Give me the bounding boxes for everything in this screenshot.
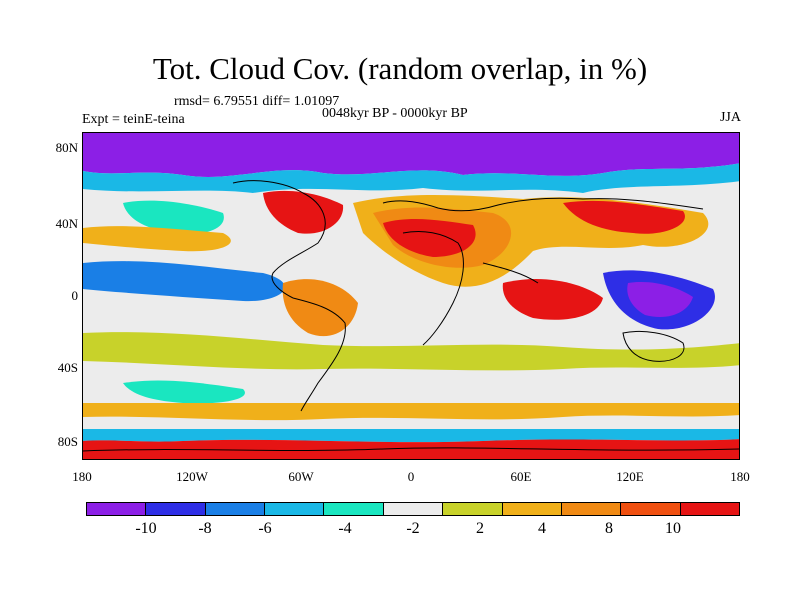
- region-arctic-negative: [83, 133, 739, 177]
- colorbar-label: -8: [198, 520, 212, 537]
- colorbar-swatch: [205, 503, 266, 515]
- colorbar-swatch: [621, 503, 681, 515]
- colorbar-swatch: [502, 503, 562, 515]
- region-warm-pool-strong-negative: [627, 281, 693, 317]
- region-arctic-band: [83, 163, 739, 193]
- lat-label-80n: 80N: [55, 140, 78, 155]
- region-south-pacific-negative: [123, 380, 245, 404]
- colorbar-swatch: [265, 503, 325, 515]
- colorbar-swatch: [680, 503, 739, 515]
- colorbar-label: 8: [605, 520, 613, 537]
- region-indian-ocean-positive: [502, 278, 603, 320]
- cloud-cover-map: [83, 133, 739, 459]
- colorbar-swatch: [443, 503, 503, 515]
- lon-label-120e: 120E: [616, 469, 644, 484]
- region-north-pacific-negative: [123, 200, 224, 235]
- coastlines: [83, 180, 739, 452]
- colorbar-label: -4: [338, 520, 352, 537]
- period-label: 0048kyr BP - 0000kyr BP: [322, 106, 468, 121]
- colorbar-swatch: [561, 503, 622, 515]
- region-south-america-positive: [282, 279, 358, 337]
- region-southern-ocean-positive: [83, 403, 739, 421]
- lon-label-180w: 180: [72, 469, 92, 484]
- lon-label-60w: 60W: [288, 469, 314, 484]
- colorbar-label: -10: [135, 520, 157, 537]
- colorbar-label: -2: [406, 520, 420, 537]
- colorbar-swatch: [324, 503, 384, 515]
- colorbar: [86, 502, 740, 516]
- colorbar-swatch: [383, 503, 444, 515]
- experiment-label: Expt = teinE-teina: [82, 112, 185, 127]
- colorbar-label: 2: [476, 520, 484, 537]
- lat-label-80s: 80S: [57, 434, 78, 449]
- lon-label-120w: 120W: [176, 469, 208, 484]
- region-equatorial-pacific-negative: [83, 261, 285, 302]
- colorbar-swatch: [87, 503, 147, 515]
- lat-label-40s: 40S: [57, 360, 78, 375]
- lon-label-60e: 60E: [510, 469, 532, 484]
- lat-label-40n: 40N: [55, 216, 78, 231]
- region-southern-midlatitude-band: [83, 332, 739, 371]
- season-label: JJA: [719, 110, 741, 125]
- lon-label-0: 0: [407, 469, 415, 484]
- stats-label: rmsd= 6.79551 diff= 1.01097: [174, 94, 340, 109]
- colorbar-label: -6: [258, 520, 272, 537]
- colorbar-label: 4: [538, 520, 546, 537]
- region-antarctic-negative: [83, 429, 739, 443]
- region-sahara-strong-positive: [383, 219, 476, 257]
- region-pacific-positive: [83, 226, 231, 252]
- map-title: Tot. Cloud Cov. (random overlap, in %): [152, 51, 648, 86]
- region-north-america-positive: [263, 190, 344, 234]
- colorbar-label: 10: [665, 520, 681, 537]
- map-panel: [82, 132, 740, 460]
- colorbar-swatch: [146, 503, 206, 515]
- region-antarctic-positive: [83, 439, 739, 459]
- region-asia-strong-positive: [563, 200, 685, 234]
- lon-label-180e: 180: [730, 469, 750, 484]
- lat-label-equator: 0: [71, 288, 79, 303]
